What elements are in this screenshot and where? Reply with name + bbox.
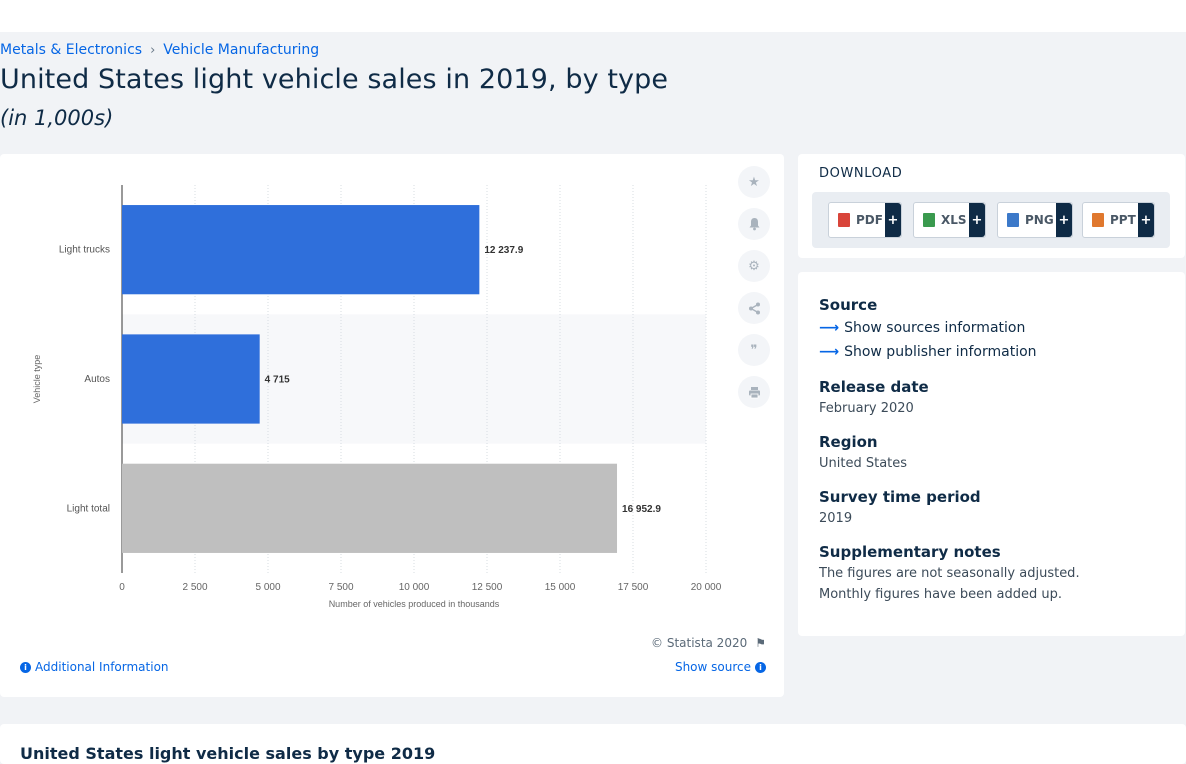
- info-icon: i: [755, 661, 766, 673]
- x-tick-label: 12 500: [472, 582, 503, 593]
- download-title: DOWNLOAD: [819, 166, 903, 181]
- share-icon[interactable]: [738, 292, 770, 324]
- x-tick-label: 5 000: [255, 582, 280, 593]
- additional-information-label: Additional Information: [35, 660, 169, 674]
- bar-light-trucks: [122, 205, 480, 295]
- pdf-icon: [838, 213, 850, 227]
- xls-icon: [923, 213, 935, 227]
- breadcrumb-item-metals-electronics[interactable]: Metals & Electronics: [0, 42, 143, 58]
- top-navigation-bar: [0, 0, 1186, 32]
- flag-icon[interactable]: ⚑: [755, 636, 766, 650]
- arrow-right-icon: ⟶: [819, 344, 840, 360]
- description-card: United States light vehicle sales by typ…: [0, 724, 1186, 764]
- download-ppt-button[interactable]: PPT +: [1082, 202, 1155, 238]
- download-png-button[interactable]: PNG +: [997, 202, 1073, 238]
- plus-icon[interactable]: +: [885, 203, 901, 237]
- release-date-value: February 2020: [819, 401, 914, 416]
- plus-icon[interactable]: +: [1056, 203, 1072, 237]
- y-category-label: Light total: [67, 503, 110, 514]
- download-ppt-label: PPT: [1110, 213, 1136, 227]
- download-xls-button[interactable]: XLS +: [913, 202, 986, 238]
- release-date-label: Release date: [819, 378, 929, 396]
- arrow-right-icon: ⟶: [819, 320, 840, 336]
- y-category-label: Autos: [84, 374, 110, 385]
- data-label: 16 952.9: [622, 504, 661, 515]
- page-subtitle: (in 1,000s): [0, 106, 114, 130]
- bell-icon[interactable]: [738, 208, 770, 240]
- info-icon: i: [20, 661, 31, 673]
- description-title: United States light vehicle sales by typ…: [20, 744, 436, 763]
- survey-period-label: Survey time period: [819, 488, 981, 506]
- x-tick-label: 17 500: [618, 582, 649, 593]
- show-source-link[interactable]: Show source i: [675, 660, 766, 674]
- copyright-text: © Statista 2020: [651, 636, 748, 650]
- y-category-label: Light trucks: [59, 245, 110, 256]
- quote-icon[interactable]: ❞: [738, 334, 770, 366]
- show-sources-label: Show sources information: [844, 320, 1026, 336]
- statistic-info-card: Source ⟶ Show sources information ⟶ Show…: [798, 272, 1185, 636]
- bar-chart: 0 2 500 5 000 7 500 10 000 12 500 15 000 17 500…: [32, 185, 722, 609]
- region-value: United States: [819, 456, 908, 471]
- source-label: Source: [819, 296, 878, 314]
- download-png-label: PNG: [1025, 213, 1054, 227]
- chart-toolbar: ★ ⚙ ❞: [738, 166, 770, 408]
- x-tick-label: 10 000: [399, 582, 430, 593]
- x-axis-title: Number of vehicles produced in thousands: [329, 599, 500, 609]
- x-tick-label: 15 000: [545, 582, 576, 593]
- gear-icon[interactable]: ⚙: [738, 250, 770, 282]
- download-buttons: PDF + XLS + PNG + PPT +: [812, 192, 1170, 248]
- x-tick-label: 20 000: [691, 582, 722, 593]
- supplementary-notes-label: Supplementary notes: [819, 543, 1001, 561]
- x-tick-label: 2 500: [182, 582, 207, 593]
- bar-light-total: [122, 463, 618, 553]
- data-label: 12 237.9: [484, 245, 523, 256]
- y-axis-title: Vehicle type: [32, 355, 42, 404]
- show-source-label: Show source: [674, 660, 751, 674]
- download-card: DOWNLOAD PDF + XLS + PNG + PPT +: [798, 154, 1185, 258]
- breadcrumb-item-vehicle-manufacturing[interactable]: Vehicle Manufacturing: [163, 42, 320, 58]
- additional-information-link[interactable]: i Additional Information: [20, 660, 169, 674]
- breadcrumb: Metals & Electronics › Vehicle Manufactu…: [0, 42, 319, 58]
- region-label: Region: [819, 433, 878, 451]
- show-publisher-label: Show publisher information: [844, 344, 1037, 360]
- plus-icon[interactable]: +: [969, 203, 985, 237]
- ppt-icon: [1092, 213, 1104, 227]
- show-sources-link[interactable]: ⟶ Show sources information: [819, 320, 1025, 336]
- copyright-notice: © Statista 2020 ⚑: [651, 636, 766, 650]
- chart-card: 0 2 500 5 000 7 500 10 000 12 500 15 000 17 500…: [0, 154, 784, 697]
- supplementary-notes-line-2: Monthly figures have been added up.: [819, 587, 1062, 602]
- x-tick-label: 0: [119, 582, 125, 593]
- x-tick-label: 7 500: [328, 582, 353, 593]
- data-label: 4 715: [265, 375, 290, 386]
- png-icon: [1007, 213, 1019, 227]
- page-title: United States light vehicle sales in 201…: [0, 64, 669, 95]
- download-xls-label: XLS: [941, 213, 967, 227]
- download-pdf-button[interactable]: PDF +: [828, 202, 902, 238]
- breadcrumb-separator: ›: [150, 42, 156, 58]
- bar-autos: [122, 334, 260, 424]
- star-icon[interactable]: ★: [738, 166, 770, 198]
- survey-period-value: 2019: [819, 511, 853, 526]
- plus-icon[interactable]: +: [1138, 203, 1154, 237]
- download-pdf-label: PDF: [856, 213, 883, 227]
- print-icon[interactable]: [738, 376, 770, 408]
- show-publisher-link[interactable]: ⟶ Show publisher information: [819, 344, 1037, 360]
- supplementary-notes-line-1: The figures are not seasonally adjusted.: [819, 566, 1080, 581]
